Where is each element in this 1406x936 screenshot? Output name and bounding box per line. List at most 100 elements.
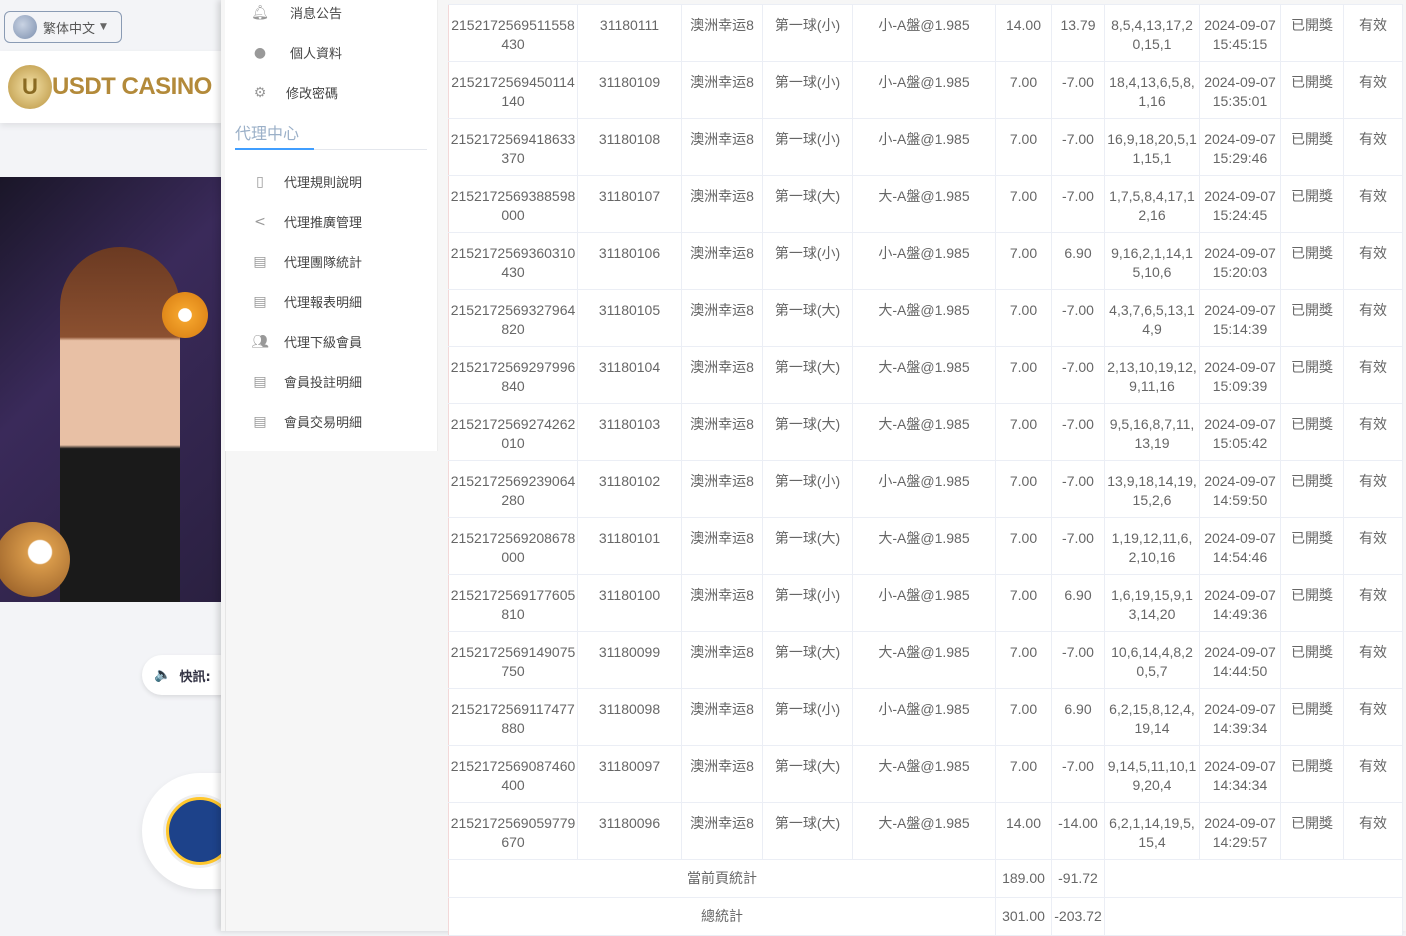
profit: -7.00 xyxy=(1051,403,1105,461)
bet-time: 2024-09-07 15:35:01 xyxy=(1199,61,1281,119)
profit: 6.90 xyxy=(1051,574,1105,632)
profit: -7.00 xyxy=(1051,460,1105,518)
bet-time: 2024-09-07 15:29:46 xyxy=(1199,118,1281,176)
draw-result: 6,2,15,8,12,4,19,14 xyxy=(1104,688,1200,746)
bet-type: 第一球(大) xyxy=(762,289,853,347)
profit: -7.00 xyxy=(1051,517,1105,575)
news-ticker: 🔈 快訊: xyxy=(142,655,232,695)
bet-type: 第一球(小) xyxy=(762,232,853,290)
logo[interactable]: U USDT CASINO xyxy=(0,51,221,123)
bet-time: 2024-09-07 15:45:15 xyxy=(1199,4,1281,62)
table-row: 2152172569327964820 31180105 澳洲幸运8 第一球(大) 大-… xyxy=(448,289,1403,347)
draw-result: 16,9,18,20,5,11,15,1 xyxy=(1104,118,1200,176)
section-underline xyxy=(235,148,427,150)
bet-amount: 14.00 xyxy=(995,802,1052,860)
game-name: 澳洲幸运8 xyxy=(681,403,763,461)
menu-item-team-stats[interactable]: ▤ 代理團隊統計 xyxy=(250,252,362,272)
menu-item-member-transactions[interactable]: ▤ 會員交易明細 xyxy=(250,412,362,432)
bet-amount: 7.00 xyxy=(995,460,1052,518)
bet-type: 第一球(小) xyxy=(762,118,853,176)
order-number: 2152172569149075750 xyxy=(448,631,578,689)
order-number: 2152172569360310430 xyxy=(448,232,578,290)
logo-coin-icon: U xyxy=(8,65,52,109)
bet-status: 有效 xyxy=(1343,232,1403,290)
issue-number: 31180104 xyxy=(577,346,682,404)
bet-time: 2024-09-07 15:24:45 xyxy=(1199,175,1281,233)
order-number: 2152172569450114140 xyxy=(448,61,578,119)
profit: -7.00 xyxy=(1051,346,1105,404)
draw-status: 已開獎 xyxy=(1280,289,1344,347)
bet-amount: 7.00 xyxy=(995,631,1052,689)
game-name: 澳洲幸运8 xyxy=(681,517,763,575)
profit: -7.00 xyxy=(1051,745,1105,803)
bet-type: 第一球(大) xyxy=(762,346,853,404)
menu-item-profile[interactable]: ● 個人資料 xyxy=(250,43,343,63)
menu-item-agent-promotion[interactable]: < 代理推廣管理 xyxy=(250,212,362,232)
order-number: 2152172569177605810 xyxy=(448,574,578,632)
draw-result: 10,6,14,4,8,20,5,7 xyxy=(1104,631,1200,689)
bet-amount: 7.00 xyxy=(995,175,1052,233)
menu-item-label: 個人資料 xyxy=(290,47,343,62)
profit: 6.90 xyxy=(1051,232,1105,290)
bet-odds: 小-A盤@1.985 xyxy=(852,4,996,62)
agent-center-heading[interactable]: 代理中心 xyxy=(235,124,300,143)
issue-number: 31180097 xyxy=(577,745,682,803)
table-row: 2152172569274262010 31180103 澳洲幸运8 第一球(大) 大-… xyxy=(448,403,1403,461)
game-name: 澳洲幸运8 xyxy=(681,4,763,62)
promo-banner[interactable] xyxy=(0,177,221,602)
draw-status: 已開獎 xyxy=(1280,61,1344,119)
bet-status: 有效 xyxy=(1343,289,1403,347)
draw-result: 8,5,4,13,17,20,15,1 xyxy=(1104,4,1200,62)
draw-result: 4,3,7,6,5,13,14,9 xyxy=(1104,289,1200,347)
issue-number: 31180103 xyxy=(577,403,682,461)
bet-odds: 大-A盤@1.985 xyxy=(852,631,996,689)
menu-item-change-password[interactable]: ⚙ 修改密碼 xyxy=(250,83,338,103)
menu-item-announcements[interactable]: 🔔︎ 消息公告 xyxy=(250,3,342,23)
game-name: 澳洲幸运8 xyxy=(681,232,763,290)
game-name: 澳洲幸运8 xyxy=(681,460,763,518)
profit: -7.00 xyxy=(1051,289,1105,347)
bet-time: 2024-09-07 14:49:36 xyxy=(1199,574,1281,632)
grand-total-row: 總統計 301.00 -203.72 xyxy=(448,897,1403,936)
menu-item-sub-members[interactable]: 👥︎ 代理下級會員 xyxy=(250,332,362,352)
issue-number: 31180098 xyxy=(577,688,682,746)
bet-time: 2024-09-07 15:20:03 xyxy=(1199,232,1281,290)
bet-amount: 7.00 xyxy=(995,403,1052,461)
issue-number: 31180099 xyxy=(577,631,682,689)
draw-status: 已開獎 xyxy=(1280,118,1344,176)
sidebar-menu: 🔔︎ 消息公告 ● 個人資料 ⚙ 修改密碼 代理中心 ▯ 代理規則說明 < 代理推廣管理 … xyxy=(225,0,438,451)
bet-status: 有效 xyxy=(1343,802,1403,860)
bet-status: 有效 xyxy=(1343,745,1403,803)
bet-amount: 7.00 xyxy=(995,232,1052,290)
bet-time: 2024-09-07 14:34:34 xyxy=(1199,745,1281,803)
menu-item-agent-report[interactable]: ▤ 代理報表明細 xyxy=(250,292,362,312)
draw-result: 18,4,13,6,5,8,1,16 xyxy=(1104,61,1200,119)
bet-type: 第一球(大) xyxy=(762,745,853,803)
menu-item-member-bets[interactable]: ▤ 會員投註明細 xyxy=(250,372,362,392)
issue-number: 31180096 xyxy=(577,802,682,860)
table-row: 2152172569208678000 31180101 澳洲幸运8 第一球(大) 大-… xyxy=(448,517,1403,575)
table-row: 2152172569149075750 31180099 澳洲幸运8 第一球(大) 大-… xyxy=(448,631,1403,689)
language-selector[interactable]: 繁体中文 ▼ xyxy=(4,11,122,43)
bet-type: 第一球(小) xyxy=(762,574,853,632)
order-number: 2152172569087460400 xyxy=(448,745,578,803)
bet-type: 第一球(大) xyxy=(762,175,853,233)
bet-odds: 小-A盤@1.985 xyxy=(852,232,996,290)
game-name: 澳洲幸运8 xyxy=(681,61,763,119)
table-row: 2152172569239064280 31180102 澳洲幸运8 第一球(小) 小-… xyxy=(448,460,1403,518)
bet-status: 有效 xyxy=(1343,118,1403,176)
profit: 13.79 xyxy=(1051,4,1105,62)
game-name: 澳洲幸运8 xyxy=(681,118,763,176)
draw-result: 1,6,19,15,9,13,14,20 xyxy=(1104,574,1200,632)
issue-number: 31180105 xyxy=(577,289,682,347)
menu-item-label: 代理規則說明 xyxy=(284,176,363,191)
bet-type: 第一球(大) xyxy=(762,517,853,575)
profit: -7.00 xyxy=(1051,61,1105,119)
profit: -7.00 xyxy=(1051,631,1105,689)
menu-item-agent-rules[interactable]: ▯ 代理規則說明 xyxy=(250,172,363,192)
order-number: 2152172569239064280 xyxy=(448,460,578,518)
bet-time: 2024-09-07 15:05:42 xyxy=(1199,403,1281,461)
share-icon: < xyxy=(254,213,266,230)
draw-result: 9,14,5,11,10,19,20,4 xyxy=(1104,745,1200,803)
bet-amount: 7.00 xyxy=(995,346,1052,404)
